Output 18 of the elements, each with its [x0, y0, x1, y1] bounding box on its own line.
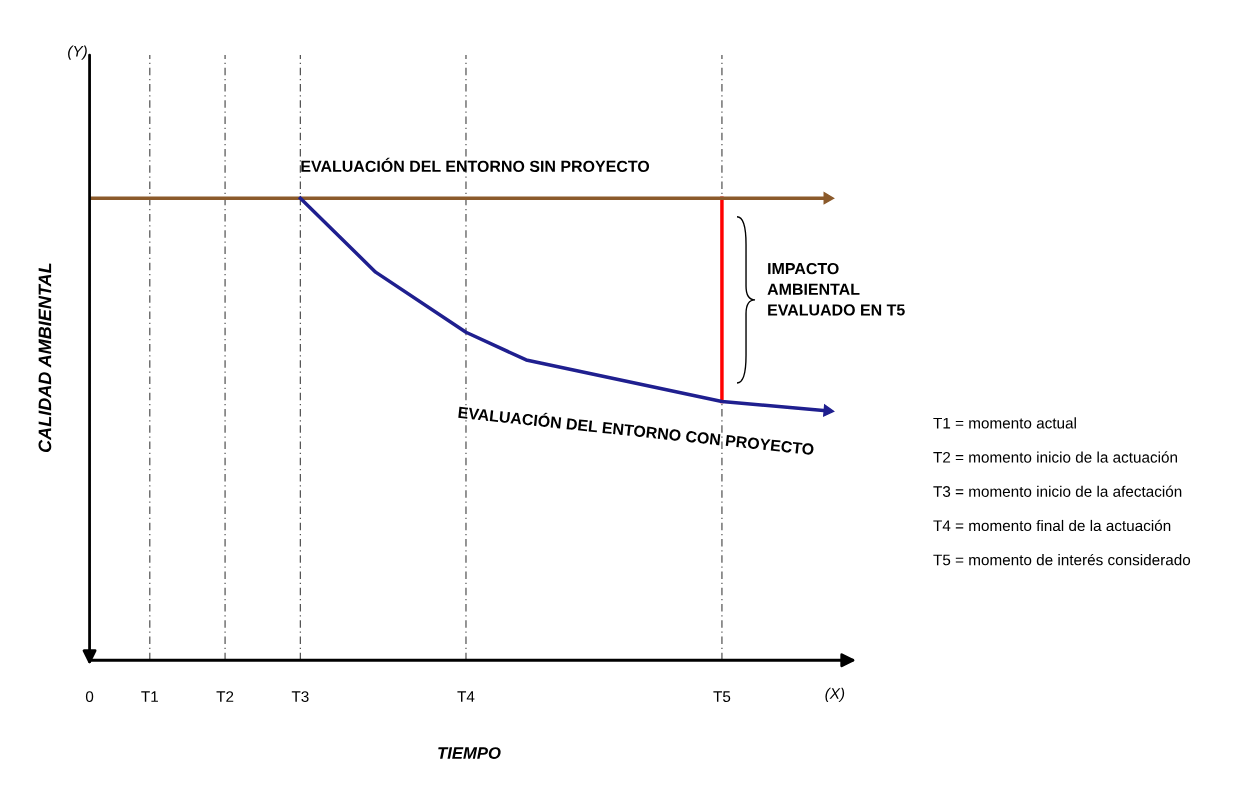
text: T3 = momento inicio de la afectación — [933, 485, 1182, 497]
series-label: EVALUACIÓN DEL ENTORNO SIN PROYECTO — [301, 157, 650, 172]
text: T5 = momento de interés considerado — [933, 553, 1191, 566]
text: T2 = momento inicio de la actuación — [933, 451, 1178, 463]
x-tick-label: T1 — [141, 691, 158, 702]
x-tick-label: T3 — [291, 691, 309, 703]
y-axis-title: CALIDAD AMBIENTAL — [38, 263, 52, 453]
x-tick-label: T2 — [216, 691, 234, 702]
text: T1 = momento actual — [933, 417, 1076, 429]
text: (X) — [825, 687, 845, 702]
text: (Y) — [68, 45, 87, 60]
text: EVALUACIÓN DEL ENTORNO CON PROYECTO — [458, 403, 815, 456]
x-axis-title: TIEMPO — [438, 747, 501, 759]
annotation: IMPACTO AMBIENTAL EVALUADO EN T5 — [767, 262, 905, 316]
x-tick-label: 0 — [85, 691, 94, 703]
x-tick-label: T4 — [457, 691, 475, 702]
text: T4 = momento final de la actuación — [933, 519, 1171, 532]
x-tick-label: T5 — [713, 691, 731, 703]
